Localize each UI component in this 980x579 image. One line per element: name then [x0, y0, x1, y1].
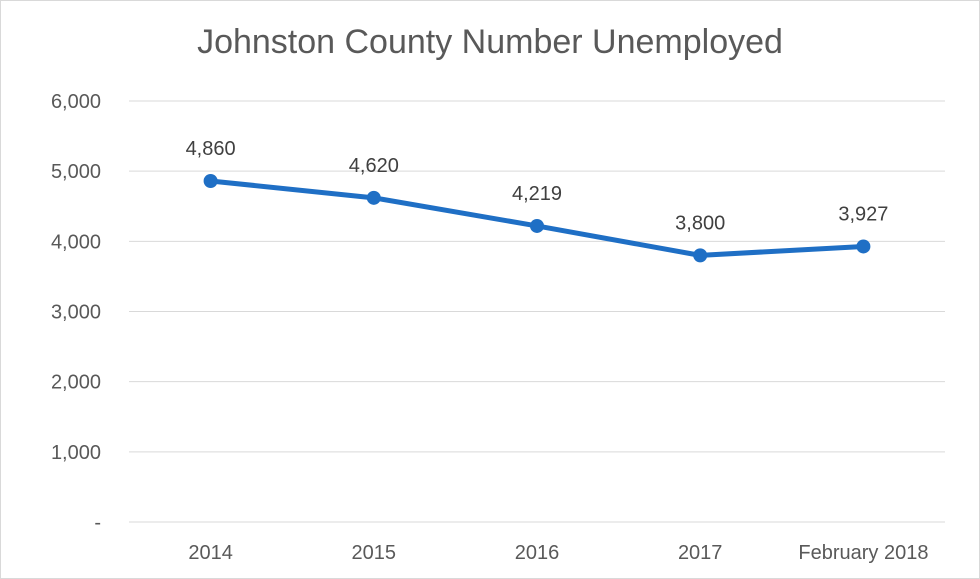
y-tick-label: 3,000 — [51, 302, 101, 324]
data-point — [856, 239, 871, 254]
data-label: 3,800 — [675, 212, 725, 234]
y-tick-label: 4,000 — [51, 231, 101, 253]
chart-title: Johnston County Number Unemployed — [197, 23, 783, 61]
y-tick-label: 2,000 — [51, 372, 101, 394]
data-point — [530, 218, 544, 233]
data-labels: 4,860 4,620 4,219 3,800 3,927 — [186, 138, 889, 234]
x-tick-label: 2015 — [352, 542, 397, 564]
data-label: 3,927 — [838, 203, 888, 225]
y-tick-label: 6,000 — [51, 91, 101, 113]
series — [203, 173, 871, 263]
x-tick-label: 2016 — [515, 542, 560, 564]
x-tick-label: February 2018 — [798, 542, 928, 564]
data-point — [203, 173, 218, 188]
gridlines — [129, 100, 945, 523]
x-tick-label: 2017 — [678, 542, 723, 564]
y-tick-label: 5,000 — [51, 161, 101, 183]
x-tick-label: 2014 — [188, 542, 233, 564]
y-axis: - 1,000 2,000 3,000 4,000 5,000 6,000 — [51, 91, 101, 534]
data-label: 4,219 — [512, 183, 562, 205]
data-label: 4,860 — [186, 138, 236, 160]
x-axis: 2014 2015 2016 2017 February 2018 — [188, 542, 928, 564]
data-point — [366, 190, 381, 205]
y-tick-label: 1,000 — [51, 442, 101, 464]
y-tick-label: - — [94, 512, 101, 534]
data-point — [693, 248, 708, 263]
data-label: 4,620 — [349, 155, 399, 177]
